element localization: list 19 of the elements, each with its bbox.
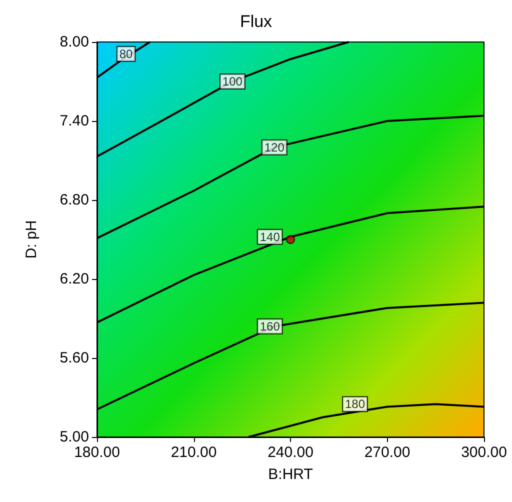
annotation: 160 — [260, 319, 280, 334]
annotation: 180 — [344, 397, 366, 412]
y-tick-label: 6.80 — [60, 192, 89, 208]
x-tick-label: 240.00 — [268, 444, 314, 461]
x-tick-label: 300.00 — [461, 444, 507, 461]
point — [286, 235, 295, 244]
x-tick-label: 270.00 — [364, 444, 410, 461]
x-tick-label: 180.00 — [74, 444, 120, 461]
annotation: 80 — [119, 46, 134, 61]
y-tick-label: 8.00 — [60, 34, 89, 50]
y-tick-label: 5.60 — [60, 350, 89, 366]
x-axis-title: B:HRT — [268, 466, 313, 483]
y-tick-label: 6.20 — [60, 270, 89, 288]
y-tick-label: 5.00 — [60, 428, 89, 446]
y-axis-title: D: pH — [23, 220, 40, 259]
y-tick-label: 7.40 — [60, 112, 89, 130]
x-tick-label: 210.00 — [170, 444, 217, 461]
chart-title: Flux — [240, 12, 273, 31]
annotation: 140 — [260, 230, 280, 244]
